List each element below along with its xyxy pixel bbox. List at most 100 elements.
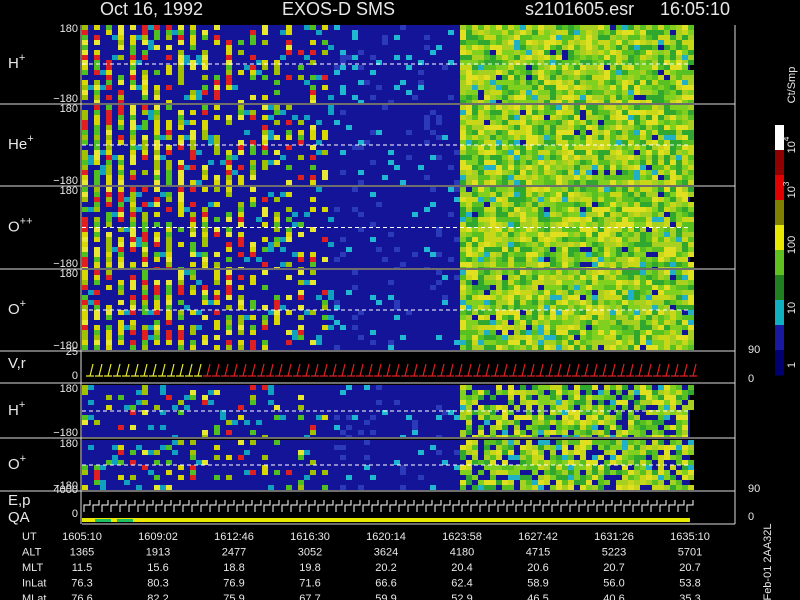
spectrum-cell <box>628 315 634 320</box>
velocity-glyph <box>95 363 103 377</box>
spectrum-cell <box>550 130 556 135</box>
spectrum-cell <box>148 425 154 430</box>
spectrum-cell <box>580 40 586 45</box>
spectrum-cell <box>286 232 292 237</box>
spectrum-cell <box>490 310 496 315</box>
spectrum-cell <box>250 280 256 285</box>
spectrum-cell <box>616 40 622 45</box>
velocity-glyph <box>203 363 211 377</box>
tick-base: 10 <box>786 141 798 153</box>
spectrum-cell <box>118 55 124 60</box>
spectrum-cell <box>676 135 682 140</box>
spectrum-cell <box>688 25 694 30</box>
spectrum-cell <box>568 252 574 257</box>
spectrum-cell <box>538 460 544 465</box>
spectrum-cell <box>490 115 496 120</box>
spectrum-cell <box>628 242 634 247</box>
spectrum-cell <box>676 340 682 345</box>
spectrum-cell <box>538 405 544 410</box>
spectrum-cell <box>676 130 682 135</box>
spectrum-cell <box>664 390 670 395</box>
spectrum-cell <box>574 50 580 55</box>
spectrum-cell <box>478 227 484 232</box>
spectrum-cell <box>622 325 628 330</box>
spectrum-cell <box>604 175 610 180</box>
spectrum-cell <box>652 247 658 252</box>
spectrum-cell <box>166 222 172 227</box>
spectrum-cell <box>118 247 124 252</box>
spectrum-cell <box>502 150 508 155</box>
spectrum-cell <box>598 445 604 450</box>
spectrum-cell <box>226 430 232 435</box>
spectrum-cell <box>658 270 664 275</box>
spectrum-cell <box>514 212 520 217</box>
spectrum-cell <box>100 165 106 170</box>
spectrum-cell <box>394 35 400 40</box>
spectrum-cell <box>166 290 172 295</box>
spectrum-cell <box>592 140 598 145</box>
spectrum-cell <box>580 450 586 455</box>
velocity-glyph <box>572 363 580 377</box>
spectrum-cell <box>550 100 556 103</box>
spectrum-cell <box>238 140 244 145</box>
spectrum-cell <box>634 75 640 80</box>
spectrum-cell <box>238 415 244 420</box>
spectrum-cell <box>586 300 592 305</box>
spectrum-cell <box>352 315 358 320</box>
spectrum-cell <box>640 300 646 305</box>
spectrum-cell <box>190 232 196 237</box>
spectrum-cell <box>574 480 580 485</box>
spectrum-cell <box>478 480 484 485</box>
spectrum-cell <box>568 262 574 267</box>
spectrum-cell <box>562 180 568 185</box>
spectrum-cell <box>514 290 520 295</box>
spectrum-cell <box>568 207 574 212</box>
spectrum-cell <box>664 170 670 175</box>
spectrum-cell <box>658 145 664 150</box>
spectrum-cell <box>466 270 472 275</box>
spectrum-cell <box>550 65 556 70</box>
spectrum-cell <box>484 125 490 130</box>
spectrum-cell <box>628 395 634 400</box>
spectrum-cell <box>628 445 634 450</box>
spectrum-cell <box>358 485 364 490</box>
spectrum-cell <box>466 395 472 400</box>
spectrum-cell <box>190 150 196 155</box>
spectrum-cell <box>214 140 220 145</box>
spectrum-cell <box>604 95 610 100</box>
spectrum-cell <box>544 475 550 480</box>
spectrum-cell <box>316 335 322 340</box>
spectrum-cell <box>478 290 484 295</box>
spectrum-cell <box>94 65 100 70</box>
spectrum-cell <box>430 110 436 115</box>
spectrum-cell <box>682 45 688 50</box>
spectrum-cell <box>94 40 100 45</box>
spectrum-cell <box>298 395 304 400</box>
spectrum-cell <box>490 125 496 130</box>
spectrum-cell <box>640 115 646 120</box>
spectrum-cell <box>610 50 616 55</box>
spectrum-cell <box>142 222 148 227</box>
spectrum-cell <box>178 80 184 85</box>
spectrum-cell <box>466 60 472 65</box>
spectrum-cell <box>664 300 670 305</box>
spectrum-cell <box>472 150 478 155</box>
spectrum-cell <box>484 300 490 305</box>
spectrum-cell <box>682 120 688 125</box>
spectrum-cell <box>520 197 526 202</box>
spectrum-cell <box>604 335 610 340</box>
spectrum-cell <box>496 267 502 268</box>
spectrum-cell <box>544 400 550 405</box>
spectrum-cell <box>586 105 592 110</box>
energy-glyph <box>92 500 100 512</box>
spectrum-cell <box>538 420 544 425</box>
spectrum-cell <box>628 325 634 330</box>
energy-glyph <box>353 500 361 512</box>
spectrum-cell <box>106 242 112 247</box>
spectrum-cell <box>598 170 604 175</box>
spectrum-cell <box>676 330 682 335</box>
spectrum-cell <box>676 60 682 65</box>
spectrum-cell <box>670 40 676 45</box>
spectrum-cell <box>106 460 112 465</box>
spectrum-cell <box>502 335 508 340</box>
